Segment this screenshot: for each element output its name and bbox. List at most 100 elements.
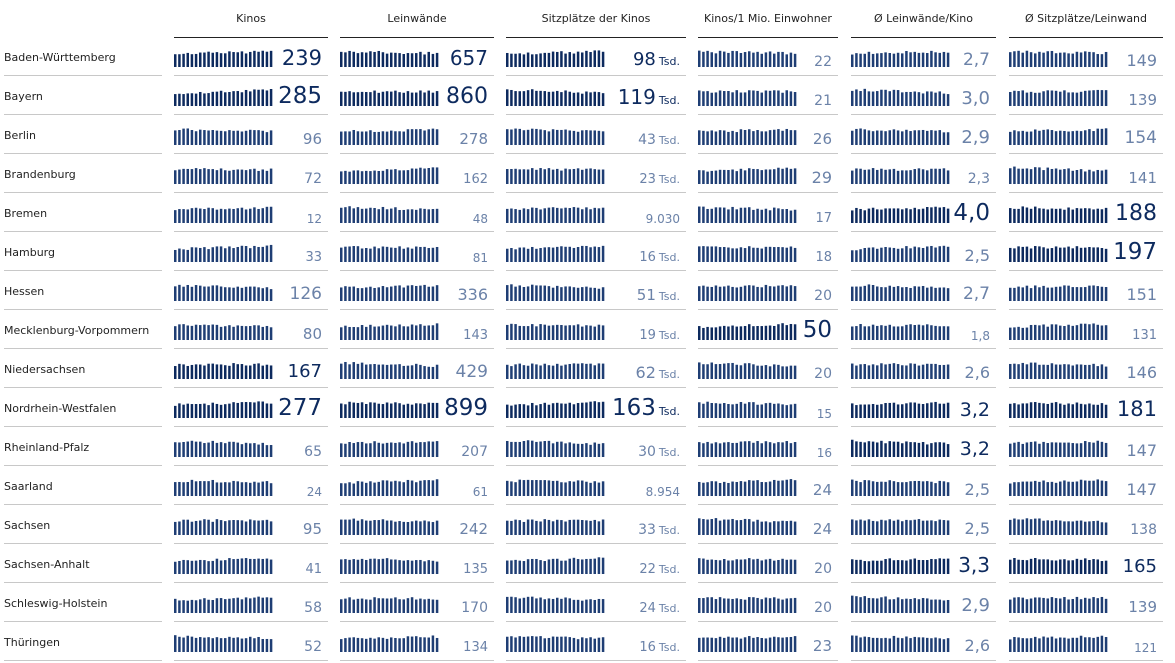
sparkline-bar (1079, 169, 1083, 184)
sparkline-bar (435, 129, 439, 145)
sparkline-bar (244, 402, 248, 418)
sparkline (698, 246, 797, 262)
sparkline-bar (506, 440, 509, 457)
sparkline-bar (871, 637, 875, 652)
sparkline-bar (526, 559, 530, 574)
sparkline-bar (427, 521, 430, 535)
sparkline-bar (768, 481, 772, 496)
sparkline-bar (249, 482, 252, 496)
cell-sitzplaetze: 119 Tsd. (506, 77, 686, 115)
sparkline-bar (348, 597, 351, 613)
sparkline-bar (880, 519, 883, 535)
sparkline-bar (539, 168, 542, 184)
value-text: 72 (304, 171, 322, 187)
sparkline-bar (249, 598, 252, 613)
sparkline-bar (942, 51, 946, 67)
sparkline-bar (921, 285, 925, 301)
sparkline-bar (340, 363, 343, 379)
sparkline-bar (871, 247, 875, 262)
sparkline-bar (743, 207, 747, 223)
sparkline-bar (867, 637, 871, 652)
sparkline-bar (352, 362, 355, 379)
cell-leinwaende: 429 (340, 350, 494, 388)
sparkline-bar (211, 169, 214, 184)
cell-leinwaende_pro_kino: 3,2 (851, 389, 996, 427)
sparkline-bar (560, 287, 563, 301)
sparkline-bar (1063, 90, 1066, 106)
sparkline-bar (1054, 442, 1058, 457)
sparkline-bar (723, 519, 726, 535)
sparkline-bar (1034, 558, 1037, 574)
sparkline-bar (909, 324, 912, 340)
value-leinwaende: 278 (459, 130, 488, 148)
sparkline-bar (190, 599, 194, 613)
sparkline-bar (186, 52, 189, 67)
sparkline-bar (926, 287, 929, 301)
sparkline-bar (427, 560, 430, 574)
sparkline-bar (377, 559, 380, 574)
sparkline-bar (585, 402, 588, 418)
sparkline-bar (369, 324, 372, 340)
value-leinwaende: 336 (457, 285, 488, 304)
sparkline-bar (589, 599, 592, 613)
sparkline-bar (601, 481, 605, 496)
sparkline-bar (551, 247, 555, 262)
sparkline-bar (884, 89, 887, 106)
sparkline-bar (1009, 287, 1012, 301)
state-name: Sachsen (4, 506, 162, 544)
sparkline-bar (385, 91, 389, 106)
sparkline-bar (764, 441, 768, 457)
value-text: 860 (446, 84, 488, 109)
sparkline-bar (863, 636, 866, 652)
sparkline-bar (390, 559, 393, 574)
sparkline-bar (702, 403, 705, 418)
sparkline-bar (369, 402, 372, 418)
cell-sitzplaetze: 16 Tsd. (506, 233, 686, 271)
sparkline-bar (698, 90, 701, 106)
sparkline-bar (731, 248, 734, 262)
sparkline-bar (1067, 324, 1070, 340)
sparkline-bar (946, 638, 950, 652)
sparkline-bar (1063, 285, 1066, 301)
sparkline-bar (1059, 442, 1062, 457)
sparkline-bar (518, 169, 521, 184)
sparkline-bar (564, 482, 567, 496)
sparkline-bar (601, 363, 605, 379)
sparkline-bar (896, 90, 900, 106)
cell-sitzplaetze_pro_leinwand: 131 (1009, 311, 1163, 349)
sparkline-bar (1059, 247, 1062, 262)
sparkline-bar (556, 90, 559, 106)
sparkline-bar (871, 285, 875, 301)
sparkline-bar (743, 518, 747, 535)
sparkline-bar (752, 521, 755, 535)
sparkline-bar (706, 519, 709, 535)
sparkline-bar (913, 598, 916, 613)
sparkline-bar (356, 170, 360, 184)
sparkline-bar (756, 365, 759, 379)
sparkline-bar (203, 403, 206, 418)
sparkline-bar (369, 171, 372, 184)
state-name: Mecklenburg-Vorpommern (4, 311, 162, 349)
sparkline-bar (773, 207, 776, 223)
table-row: Sachsen-Anhalt 41 135 22 Tsd. 20 3,3 165 (0, 545, 1175, 584)
sparkline-bar (551, 207, 555, 223)
sparkline-bar (514, 249, 517, 262)
sparkline-bar (365, 208, 368, 223)
sparkline-bar (905, 51, 908, 67)
sparkline-bar (1104, 598, 1108, 613)
sparkline-bar (1067, 481, 1070, 496)
sparkline-bar (518, 479, 521, 496)
sparkline-bar (880, 597, 883, 613)
sparkline-bar (1063, 559, 1066, 574)
sparkline-bar (926, 598, 929, 613)
sparkline-bar (768, 286, 772, 301)
sparkline-bar (531, 54, 534, 67)
sparkline-bar (506, 636, 509, 652)
sparkline-bar (892, 247, 896, 262)
sparkline-bar (261, 639, 264, 652)
sparkline-bar (211, 208, 214, 223)
sparkline-bar (244, 521, 248, 535)
sparkline-bar (581, 402, 584, 418)
sparkline-bar (232, 637, 235, 652)
sparkline-bar (385, 442, 389, 457)
